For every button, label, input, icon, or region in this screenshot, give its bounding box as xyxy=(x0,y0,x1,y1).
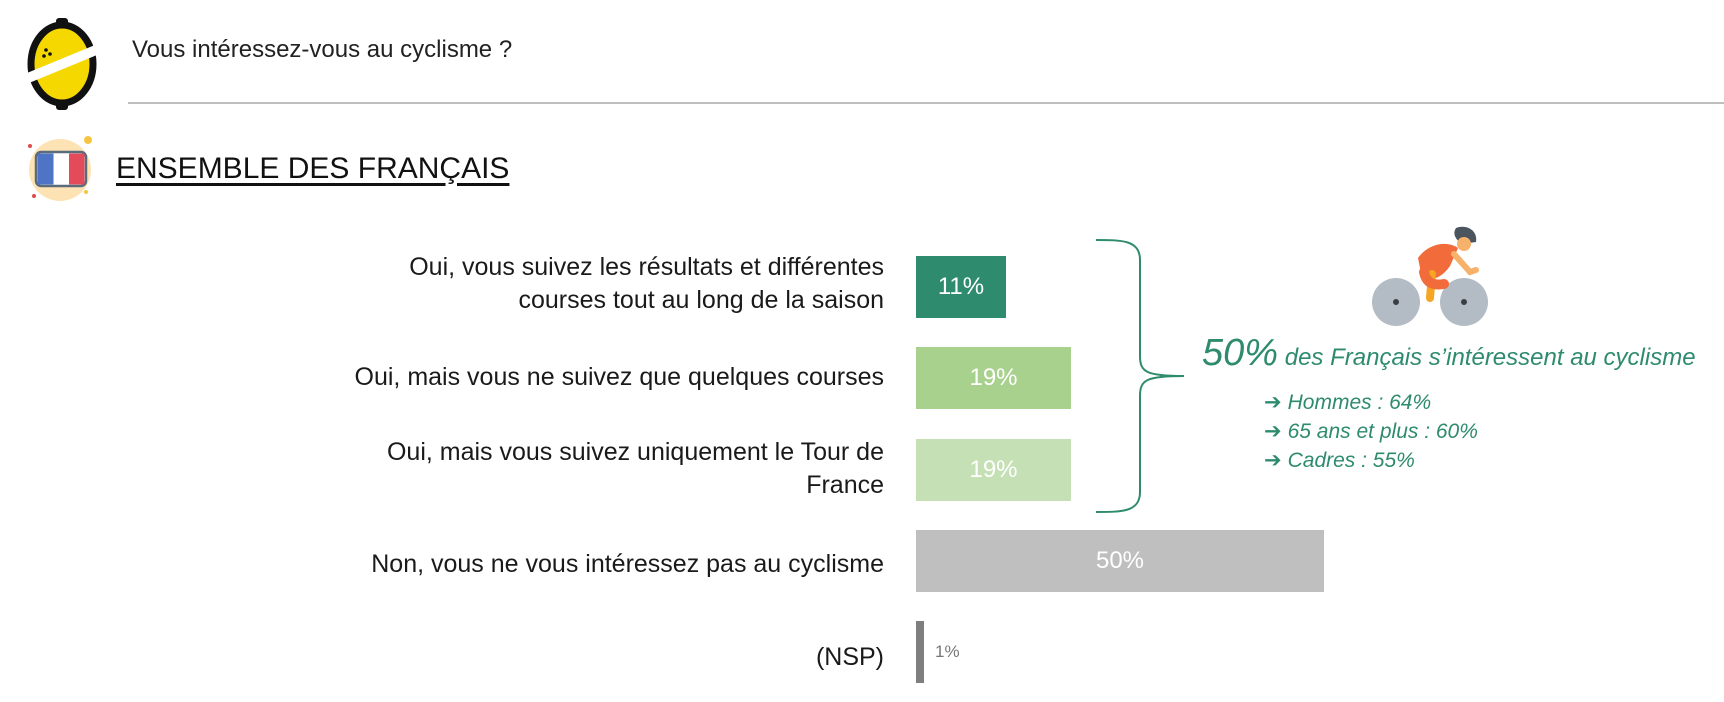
summary-text: des Français s’intéressent au cyclisme xyxy=(1278,344,1696,371)
header-divider xyxy=(128,102,1724,104)
category-label: Oui, mais vous suivez uniquement le Tour… xyxy=(386,438,884,499)
summary-detail-text: 65 ans et plus : 60% xyxy=(1287,420,1478,443)
bar: 19% xyxy=(916,347,1071,409)
summary-value: 50% xyxy=(1202,332,1279,374)
bar: 11% xyxy=(916,256,1006,318)
bar-value-label: 11% xyxy=(937,273,985,300)
section-title: ENSEMBLE DES FRANÇAIS xyxy=(116,152,510,185)
summary-headline: 50% des Français s’intéressent au cyclis… xyxy=(1202,332,1696,375)
bar-value-label: 50% xyxy=(1095,547,1145,574)
group-bracket xyxy=(1095,239,1185,513)
arrow-right-icon: ➔ xyxy=(1264,420,1282,443)
arrow-right-icon: ➔ xyxy=(1264,391,1282,414)
cyclist-icon xyxy=(1372,226,1488,326)
logo-icon xyxy=(26,18,98,110)
arrow-right-icon: ➔ xyxy=(1264,449,1282,472)
category-label: Oui, vous suivez les résultats et différ… xyxy=(409,253,884,314)
bar xyxy=(916,621,924,683)
bar-value-label: 19% xyxy=(969,364,1018,391)
category-label: (NSP) xyxy=(815,643,884,671)
bar-value-label: 19% xyxy=(969,456,1018,483)
bar: 50% xyxy=(916,530,1324,592)
bar: 19% xyxy=(916,439,1071,501)
summary-detail-text: Cadres : 55% xyxy=(1287,449,1415,472)
summary-detail: ➔ Cadres : 55% xyxy=(1264,448,1415,473)
summary-detail: ➔ 65 ans et plus : 60% xyxy=(1264,419,1478,444)
summary-detail-text: Hommes : 64% xyxy=(1287,391,1432,414)
bar-value-label: 1% xyxy=(935,642,960,661)
question-title: Vous intéressez-vous au cyclisme ? xyxy=(132,36,513,63)
summary-detail: ➔ Hommes : 64% xyxy=(1264,390,1431,415)
france-flag-icon xyxy=(28,136,92,201)
category-label: Non, vous ne vous intéressez pas au cycl… xyxy=(371,550,884,578)
category-label: Oui, mais vous ne suivez que quelques co… xyxy=(354,363,884,391)
